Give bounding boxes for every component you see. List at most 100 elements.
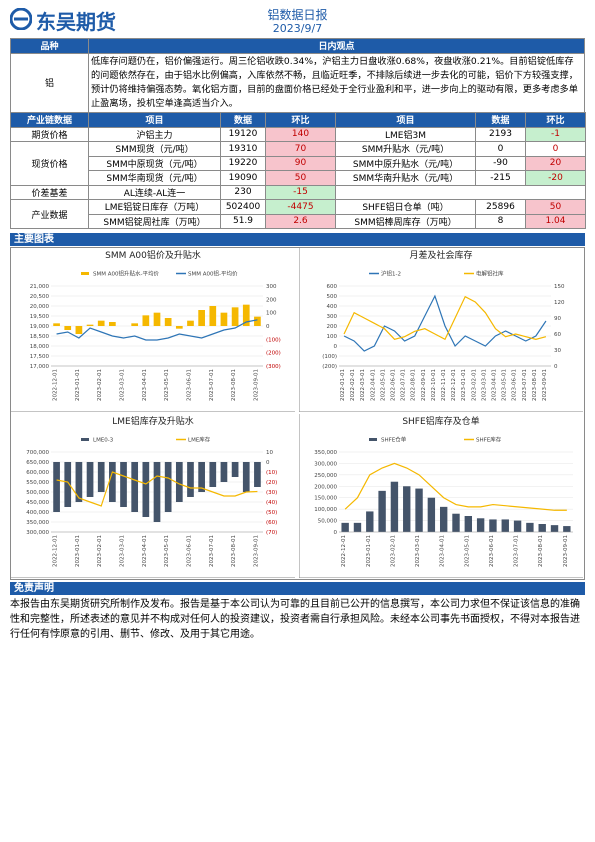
chart-frame <box>10 247 585 580</box>
data-cell: 2193 <box>475 126 526 142</box>
data-cell: -1 <box>525 126 586 142</box>
y-tick-label: 300,000 <box>314 461 337 467</box>
chart: SMM A00铝价及升贴水 17,000 17,500 18,000 18,500 19,… <box>11 249 295 412</box>
header-cell: 项目 <box>335 112 476 128</box>
x-tick-label: 2023-01-01 <box>75 369 81 401</box>
bar <box>366 511 374 532</box>
bar <box>64 462 72 507</box>
data-cell: 19220 <box>220 155 266 171</box>
bar <box>550 525 559 532</box>
y-tick-label: 19,000 <box>30 324 50 330</box>
chart-title: LME铝库存及升贴水 <box>112 415 193 427</box>
chart: SHFE铝库存及仓单 0 50,000 100,000 150,000 200,000 25… <box>299 414 583 578</box>
y-tick-label: 400 <box>327 304 338 310</box>
group-cell: 现货价格 <box>10 141 89 186</box>
bar <box>415 488 423 532</box>
y-tick-label: 250,000 <box>314 473 337 479</box>
x-tick-label: 2022-05-01 <box>380 369 386 401</box>
bar <box>231 307 239 326</box>
header-cell: 品种 <box>10 38 89 54</box>
data-row: SMM中原现货（元/吨） 19220 90 SMM中原升贴水（元/吨） -90 20 <box>11 155 586 171</box>
y-tick-label: (200) <box>322 364 337 370</box>
x-tick-label: 2023-01-01 <box>461 369 467 401</box>
x-tick-label: 2023-05-01 <box>464 535 470 567</box>
section-bar: 免责声明 <box>10 582 585 595</box>
bar <box>254 462 261 487</box>
data-cell: LME铝3M <box>335 126 476 142</box>
x-tick-label: 2023-08-01 <box>231 369 237 401</box>
y2-tick-label: 10 <box>266 450 273 456</box>
bar <box>97 320 105 326</box>
x-tick-label: 2022-04-01 <box>370 369 376 401</box>
legend-swatch <box>81 272 89 275</box>
chart-title: 月差及社会库存 <box>409 249 472 261</box>
chart-title: SHFE铝库存及仓单 <box>402 415 479 427</box>
bar <box>86 462 94 497</box>
section-bar: 主要图表 <box>10 233 585 246</box>
bar <box>120 462 127 507</box>
y-tick-label: 700,000 <box>26 450 49 456</box>
x-tick-label: 2023-03-01 <box>415 535 421 567</box>
x-tick-label: 2023-05-01 <box>164 369 170 401</box>
x-tick-label: 2023-04-01 <box>142 535 148 567</box>
data-cell: -215 <box>475 170 526 186</box>
y-tick-label: 21,000 <box>30 284 50 290</box>
data-cell: 230 <box>220 184 266 200</box>
bar <box>489 519 497 532</box>
y2-tick-label: 0 <box>554 364 558 370</box>
bar <box>97 462 105 492</box>
bar <box>109 462 116 502</box>
data-cell: SMM中原升贴水（元/吨） <box>335 155 476 171</box>
logo-icon <box>10 8 32 30</box>
y2-tick-label: 30 <box>554 348 561 354</box>
y-tick-label: 17,000 <box>30 364 50 370</box>
x-tick-label: 2023-06-01 <box>489 535 495 567</box>
y-tick-label: 20,000 <box>30 304 50 310</box>
legend-label: LME库存 <box>188 436 211 444</box>
y-tick-label: 18,000 <box>30 344 50 350</box>
bar <box>164 462 172 512</box>
product-cell: 铝 <box>10 52 89 113</box>
data-cell: -4475 <box>265 199 336 215</box>
y2-tick-label: 120 <box>554 300 565 306</box>
y2-tick-label: (20) <box>266 480 277 486</box>
data-row: 价差基差 AL连续-AL连一 230 -15 <box>10 184 586 200</box>
data-cell: -20 <box>525 170 586 186</box>
group-cell: 产业数据 <box>10 199 89 229</box>
bar <box>231 462 239 477</box>
x-tick-label: 2022-08-01 <box>411 369 417 401</box>
y2-tick-label: 300 <box>266 284 277 290</box>
y-tick-label: 150,000 <box>314 496 337 502</box>
legend-label: SMM A00铝升贴水-平均价 <box>93 270 159 278</box>
x-tick-label: 2023-06-01 <box>186 369 192 401</box>
y-tick-label: 300 <box>327 314 338 320</box>
x-tick-label: 2022-10-01 <box>431 369 437 401</box>
data-cell: 50 <box>265 170 336 186</box>
bar <box>464 516 473 532</box>
line <box>56 319 258 341</box>
header-cell: 项目 <box>88 112 221 128</box>
legend-swatch <box>81 438 89 441</box>
y2-tick-label: 0 <box>266 460 270 466</box>
x-tick-label: 2023-02-01 <box>471 369 477 401</box>
y-tick-label: (100) <box>322 354 337 360</box>
y-tick-label: 350,000 <box>26 520 49 526</box>
chart: LME铝库存及升贴水 300,000 350,000 400,000 450,000 50… <box>11 415 295 578</box>
logo-text: 东吴期货 <box>36 10 116 34</box>
legend-label: 电解铝社库 <box>476 270 504 278</box>
bar <box>538 524 546 532</box>
x-tick-label: 2023-04-01 <box>142 369 148 401</box>
bar <box>131 323 139 326</box>
y-tick-label: 18,500 <box>30 334 50 340</box>
bar <box>563 526 571 532</box>
y2-tick-label: 90 <box>554 316 561 322</box>
x-tick-label: 2023-02-01 <box>97 535 103 567</box>
empty-cell <box>335 184 586 200</box>
x-tick-label: 2022-11-01 <box>441 369 447 401</box>
x-tick-label: 2023-02-01 <box>97 369 103 401</box>
data-table: 产业链数据 项目 数据 环比 项目 数据 环比 期货价格 沪铝主力 19120 140 LME铝3M 2… <box>10 112 586 229</box>
data-row: SMM华南现货（元/吨） 19090 50 SMM华南升贴水（元/吨） -215 -20 <box>11 170 586 186</box>
bar <box>220 312 228 326</box>
legend-label: SMM A00铝-平均价 <box>188 270 238 278</box>
data-cell: SMM华南升贴水（元/吨） <box>335 170 476 186</box>
